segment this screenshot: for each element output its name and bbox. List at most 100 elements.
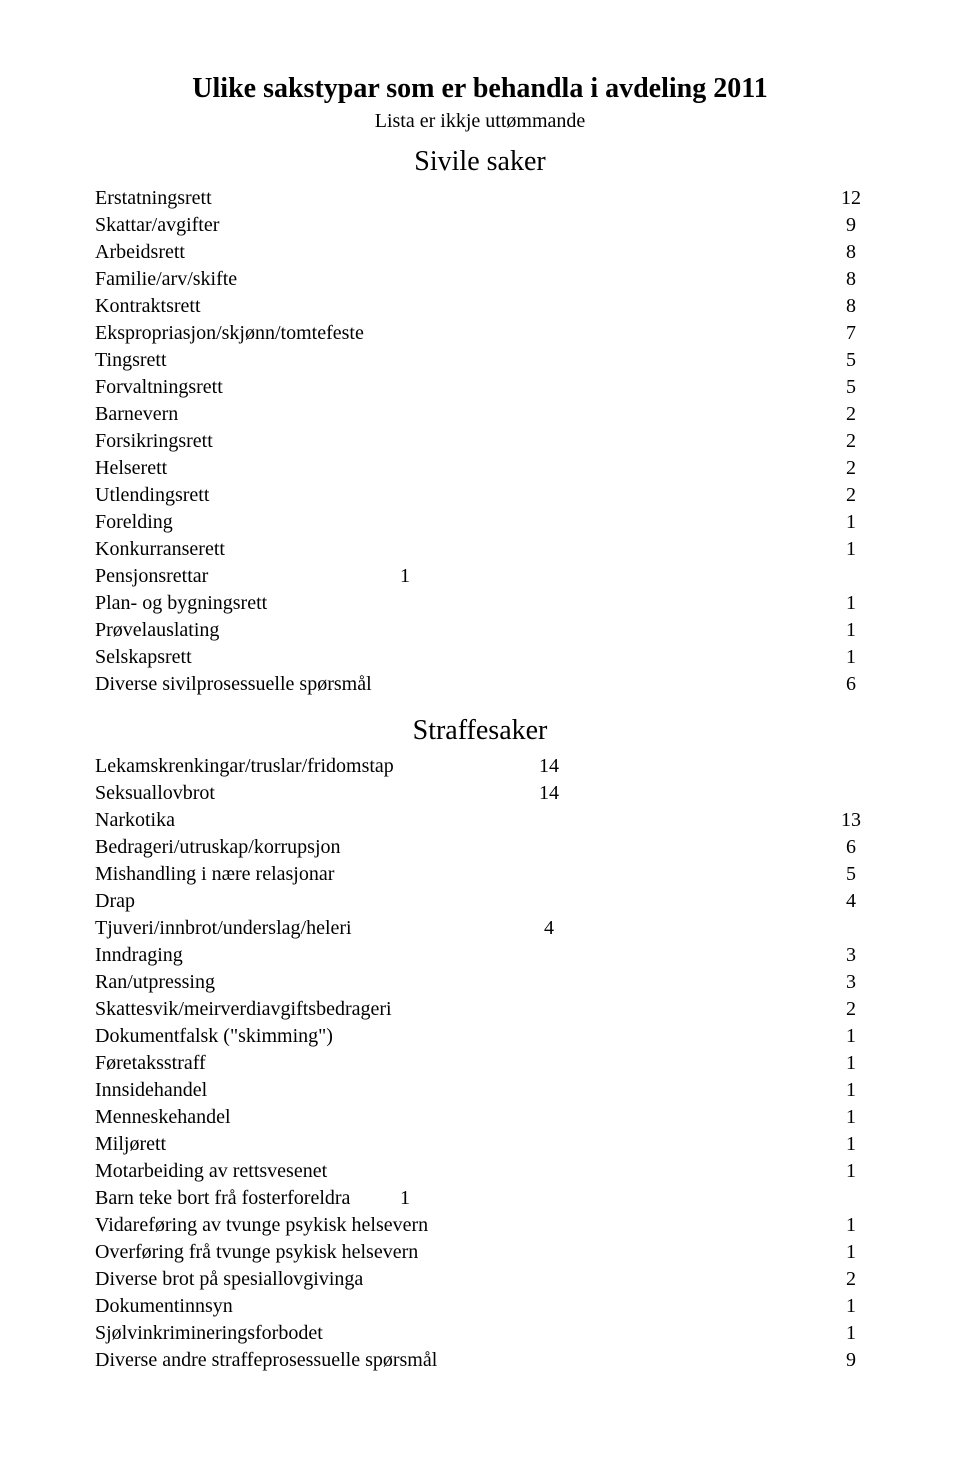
item-value: 1 <box>837 1023 865 1050</box>
list-item: Miljørett1 <box>95 1131 865 1158</box>
list-item: Kontraktsrett8 <box>95 293 865 320</box>
item-label: Forsikringsrett <box>95 428 837 455</box>
item-label: Erstatningsrett <box>95 185 837 212</box>
list-item: Helserett2 <box>95 455 865 482</box>
list-item: Bedrageri/utruskap/korrupsjon6 <box>95 834 865 861</box>
item-value: 1 <box>837 1131 865 1158</box>
item-value: 1 <box>837 644 865 671</box>
item-label: Ran/utpressing <box>95 969 837 996</box>
list-item: Forvaltningsrett5 <box>95 374 865 401</box>
item-value: 5 <box>837 861 865 888</box>
item-label: Lekamskrenkingar/truslar/fridomstap <box>95 753 394 780</box>
item-value: 1 <box>391 563 419 590</box>
item-label: Diverse andre straffeprosessuelle spørsm… <box>95 1347 837 1374</box>
list-item: Arbeidsrett8 <box>95 239 865 266</box>
list-item: Dokumentinnsyn1 <box>95 1293 865 1320</box>
list-item: Føretaksstraff1 <box>95 1050 865 1077</box>
item-value: 1 <box>837 1104 865 1131</box>
list-item: Barnevern2 <box>95 401 865 428</box>
item-value: 8 <box>837 239 865 266</box>
item-label: Vidareføring av tvunge psykisk helsevern <box>95 1212 837 1239</box>
item-label: Motarbeiding av rettsvesenet <box>95 1158 837 1185</box>
item-value: 1 <box>837 1212 865 1239</box>
item-value: 4 <box>535 915 563 942</box>
list-item: Familie/arv/skifte8 <box>95 266 865 293</box>
section2-title: Straffesaker <box>95 712 865 750</box>
item-value: 2 <box>837 1266 865 1293</box>
list-item: Skattesvik/meirverdiavgiftsbedrageri2 <box>95 996 865 1023</box>
list-item: Selskapsrett1 <box>95 644 865 671</box>
list-item: Ran/utpressing3 <box>95 969 865 996</box>
list-item: Inndraging3 <box>95 942 865 969</box>
list-item: Sjølvinkrimineringsforbodet1 <box>95 1320 865 1347</box>
item-value: 1 <box>837 1077 865 1104</box>
item-label: Diverse brot på spesiallovgivinga <box>95 1266 837 1293</box>
list-item: Plan- og bygningsrett1 <box>95 590 865 617</box>
list-item: Barn teke bort frå fosterforeldra1 <box>95 1185 865 1212</box>
list-item: Forelding1 <box>95 509 865 536</box>
item-value: 4 <box>837 888 865 915</box>
item-value: 1 <box>837 509 865 536</box>
doc-subtitle: Lista er ikkje uttømmande <box>95 108 865 135</box>
item-label: Skattesvik/meirverdiavgiftsbedrageri <box>95 996 837 1023</box>
item-label: Forvaltningsrett <box>95 374 837 401</box>
item-label: Mishandling i nære relasjonar <box>95 861 837 888</box>
item-label: Innsidehandel <box>95 1077 837 1104</box>
item-value: 6 <box>837 671 865 698</box>
item-label: Drap <box>95 888 837 915</box>
item-label: Ekspropriasjon/skjønn/tomtefeste <box>95 320 837 347</box>
item-label: Kontraktsrett <box>95 293 837 320</box>
list-item: Erstatningsrett12 <box>95 185 865 212</box>
item-label: Narkotika <box>95 807 837 834</box>
list-item: Vidareføring av tvunge psykisk helsevern… <box>95 1212 865 1239</box>
list-item: Konkurranserett1 <box>95 536 865 563</box>
list-item: Tingsrett5 <box>95 347 865 374</box>
item-value: 1 <box>837 536 865 563</box>
list-item: Overføring frå tvunge psykisk helsevern1 <box>95 1239 865 1266</box>
item-value: 3 <box>837 942 865 969</box>
item-label: Menneskehandel <box>95 1104 837 1131</box>
list-item: Innsidehandel1 <box>95 1077 865 1104</box>
item-label: Konkurranserett <box>95 536 837 563</box>
item-value: 3 <box>837 969 865 996</box>
item-value: 1 <box>837 1320 865 1347</box>
list-item: Menneskehandel1 <box>95 1104 865 1131</box>
item-value: 2 <box>837 428 865 455</box>
item-label: Bedrageri/utruskap/korrupsjon <box>95 834 837 861</box>
item-value: 1 <box>837 1239 865 1266</box>
list-item: Diverse andre straffeprosessuelle spørsm… <box>95 1347 865 1374</box>
item-label: Tjuveri/innbrot/underslag/heleri <box>95 915 352 942</box>
item-label: Helserett <box>95 455 837 482</box>
item-value: 8 <box>837 266 865 293</box>
doc-title: Ulike sakstypar som er behandla i avdeli… <box>95 70 865 108</box>
item-label: Seksuallovbrot <box>95 780 215 807</box>
item-label: Selskapsrett <box>95 644 837 671</box>
list-item: Prøvelauslating1 <box>95 617 865 644</box>
item-label: Overføring frå tvunge psykisk helsevern <box>95 1239 837 1266</box>
item-value: 2 <box>837 401 865 428</box>
item-value: 1 <box>837 1050 865 1077</box>
list-item: Pensjonsrettar 1 <box>95 563 865 590</box>
list-item: Utlendingsrett2 <box>95 482 865 509</box>
item-value: 1 <box>837 590 865 617</box>
item-label: Familie/arv/skifte <box>95 266 837 293</box>
item-value: 2 <box>837 996 865 1023</box>
item-value: 5 <box>837 374 865 401</box>
straffe-list: Lekamskrenkingar/truslar/fridomstap 1 4 Sek… <box>95 753 865 1374</box>
section1-title: Sivile saker <box>95 143 865 181</box>
item-value: 13 <box>837 807 865 834</box>
item-label: Barn teke bort frå fosterforeldra <box>95 1185 350 1212</box>
item-label: Diverse sivilprosessuelle spørsmål <box>95 671 837 698</box>
list-item: Seksuallovbrot14 <box>95 780 865 807</box>
item-label: Tingsrett <box>95 347 837 374</box>
item-label: Pensjonsrettar <box>95 563 208 590</box>
item-value: 8 <box>837 293 865 320</box>
item-value: 1 <box>837 617 865 644</box>
list-item: Narkotika13 <box>95 807 865 834</box>
item-value: 1 <box>837 1158 865 1185</box>
list-item: Forsikringsrett2 <box>95 428 865 455</box>
item-label: Sjølvinkrimineringsforbodet <box>95 1320 837 1347</box>
list-item: Tjuveri/innbrot/underslag/heleri 4 <box>95 915 865 942</box>
list-item: Dokumentfalsk ("skimming")1 <box>95 1023 865 1050</box>
item-label: Dokumentfalsk ("skimming") <box>95 1023 837 1050</box>
